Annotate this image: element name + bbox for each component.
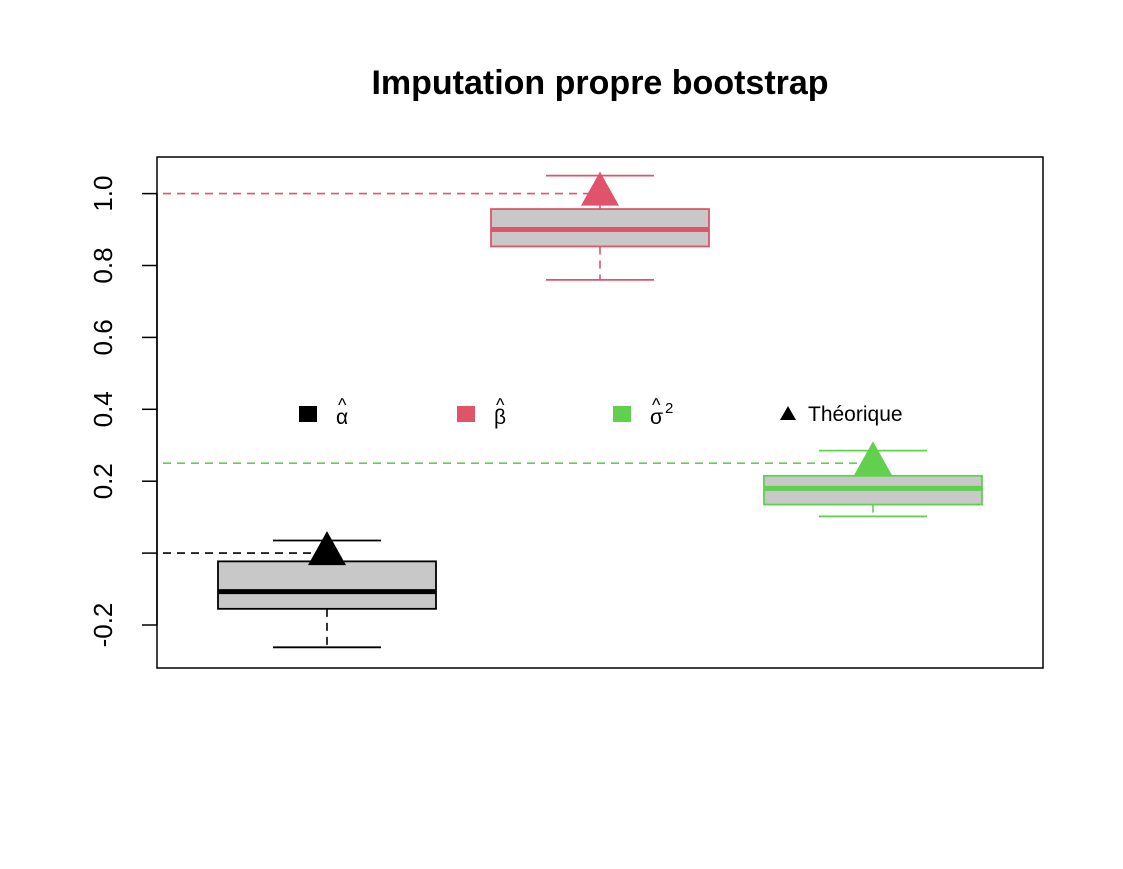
legend-theoretical-label: Théorique: [808, 403, 903, 426]
box-series: [217, 171, 983, 649]
y-tick-label: 0.2: [88, 463, 118, 499]
legend-label: β: [494, 406, 506, 429]
legend-swatch: [613, 406, 631, 422]
chart-title: Imputation propre bootstrap: [371, 64, 828, 102]
legend-swatch: [299, 406, 317, 422]
theoretical-marker: [308, 531, 346, 566]
legend-hat: ^: [496, 395, 505, 415]
legend-superscript: 2: [665, 400, 673, 417]
y-tick-label: 0.6: [88, 319, 118, 355]
boxplot: [490, 171, 710, 281]
y-tick-label: 0.8: [88, 247, 118, 283]
y-axis: -0.2 0.2 0.4 0.6 0.8 1.0: [88, 176, 158, 648]
theoretical-reference-lines: [163, 192, 863, 554]
y-tick-label: 1.0: [88, 176, 118, 212]
legend-label: σ: [650, 406, 663, 429]
legend-label: α: [336, 406, 348, 429]
legend-triangle-icon: [780, 406, 796, 420]
boxplot: [217, 531, 437, 649]
theoretical-marker: [581, 171, 619, 206]
y-tick-label: 0.4: [88, 391, 118, 427]
y-tick-label: -0.2: [88, 603, 118, 648]
legend-hat: ^: [338, 395, 347, 415]
boxplot: [763, 441, 983, 518]
box: [217, 560, 437, 610]
legend: α^β^σ^ 2 Théorique: [299, 395, 903, 429]
legend-hat: ^: [652, 395, 661, 415]
theoretical-marker: [854, 441, 892, 476]
legend-swatch: [457, 406, 475, 422]
